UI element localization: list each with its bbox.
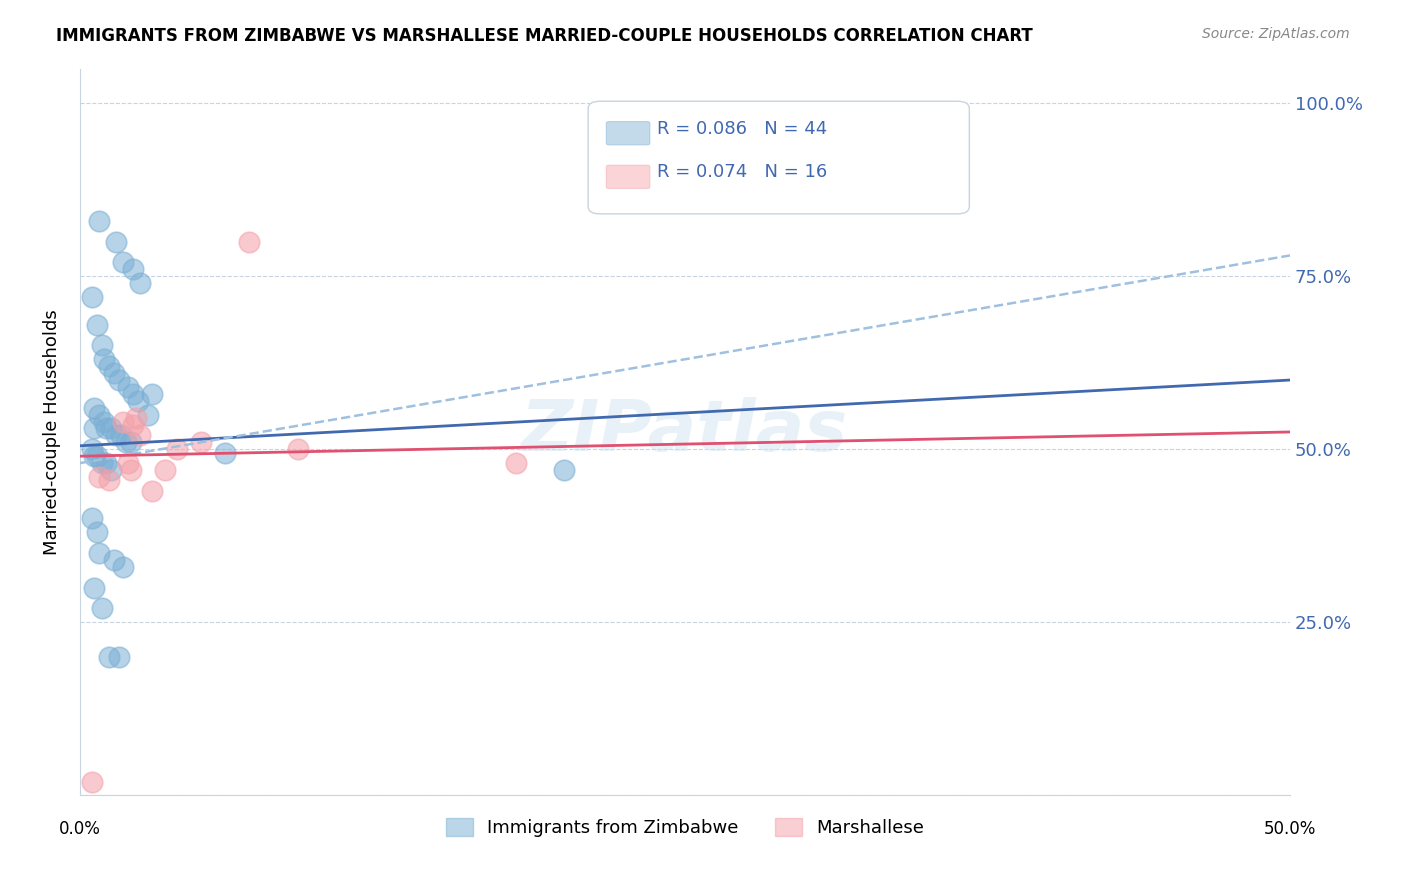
FancyBboxPatch shape bbox=[588, 101, 969, 214]
Point bbox=[112, 255, 135, 269]
Text: R = 0.074   N = 16: R = 0.074 N = 16 bbox=[657, 163, 827, 181]
Point bbox=[141, 483, 163, 498]
Point bbox=[89, 408, 111, 422]
Point bbox=[127, 393, 149, 408]
Point bbox=[90, 601, 112, 615]
Point bbox=[122, 262, 145, 277]
Point bbox=[90, 338, 112, 352]
Point bbox=[90, 456, 112, 470]
Point bbox=[83, 449, 105, 463]
Y-axis label: Married-couple Households: Married-couple Households bbox=[44, 310, 60, 555]
Point bbox=[97, 359, 120, 374]
Point bbox=[83, 401, 105, 415]
Text: R = 0.086   N = 44: R = 0.086 N = 44 bbox=[657, 120, 827, 138]
Legend: Immigrants from Zimbabwe, Marshallese: Immigrants from Zimbabwe, Marshallese bbox=[439, 811, 931, 845]
Point bbox=[89, 470, 111, 484]
Point bbox=[100, 421, 122, 435]
FancyBboxPatch shape bbox=[606, 165, 650, 188]
Point bbox=[129, 276, 152, 290]
Point bbox=[117, 380, 139, 394]
Point bbox=[80, 774, 103, 789]
Point bbox=[214, 446, 236, 460]
Text: ZIPatlas: ZIPatlas bbox=[522, 398, 849, 467]
Point bbox=[80, 290, 103, 304]
Point bbox=[96, 456, 118, 470]
Point bbox=[86, 525, 108, 540]
Point bbox=[103, 366, 125, 380]
Point bbox=[89, 546, 111, 560]
Text: IMMIGRANTS FROM ZIMBABWE VS MARSHALLESE MARRIED-COUPLE HOUSEHOLDS CORRELATION CH: IMMIGRANTS FROM ZIMBABWE VS MARSHALLESE … bbox=[56, 27, 1033, 45]
Point bbox=[110, 428, 132, 442]
Point bbox=[103, 553, 125, 567]
Point bbox=[83, 581, 105, 595]
Point bbox=[89, 214, 111, 228]
Point bbox=[93, 352, 115, 367]
Text: 50.0%: 50.0% bbox=[1264, 821, 1316, 838]
Point bbox=[122, 387, 145, 401]
Point bbox=[100, 463, 122, 477]
FancyBboxPatch shape bbox=[606, 121, 650, 145]
Point bbox=[107, 649, 129, 664]
Point bbox=[93, 415, 115, 429]
Point bbox=[80, 442, 103, 457]
Point bbox=[86, 318, 108, 332]
Point bbox=[83, 421, 105, 435]
Point bbox=[86, 449, 108, 463]
Point bbox=[124, 411, 146, 425]
Point bbox=[553, 463, 575, 477]
Point bbox=[112, 415, 135, 429]
Text: 0.0%: 0.0% bbox=[59, 821, 101, 838]
Point bbox=[97, 649, 120, 664]
Point bbox=[122, 417, 145, 432]
Point bbox=[80, 511, 103, 525]
Point bbox=[97, 474, 120, 488]
Point bbox=[505, 456, 527, 470]
Point bbox=[96, 421, 118, 435]
Point bbox=[287, 442, 309, 457]
Point bbox=[117, 456, 139, 470]
Point bbox=[105, 428, 128, 442]
Point bbox=[107, 373, 129, 387]
Point bbox=[105, 235, 128, 249]
Point bbox=[141, 387, 163, 401]
Point bbox=[166, 442, 188, 457]
Point bbox=[190, 435, 212, 450]
Point bbox=[129, 428, 152, 442]
Point bbox=[112, 560, 135, 574]
Point bbox=[115, 435, 138, 450]
Point bbox=[120, 463, 142, 477]
Point bbox=[120, 435, 142, 450]
Point bbox=[136, 408, 159, 422]
Text: Source: ZipAtlas.com: Source: ZipAtlas.com bbox=[1202, 27, 1350, 41]
Point bbox=[238, 235, 260, 249]
Point bbox=[153, 463, 176, 477]
